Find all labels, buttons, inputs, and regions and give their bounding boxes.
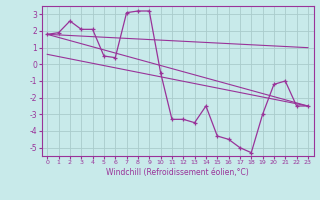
X-axis label: Windchill (Refroidissement éolien,°C): Windchill (Refroidissement éolien,°C)	[106, 168, 249, 177]
